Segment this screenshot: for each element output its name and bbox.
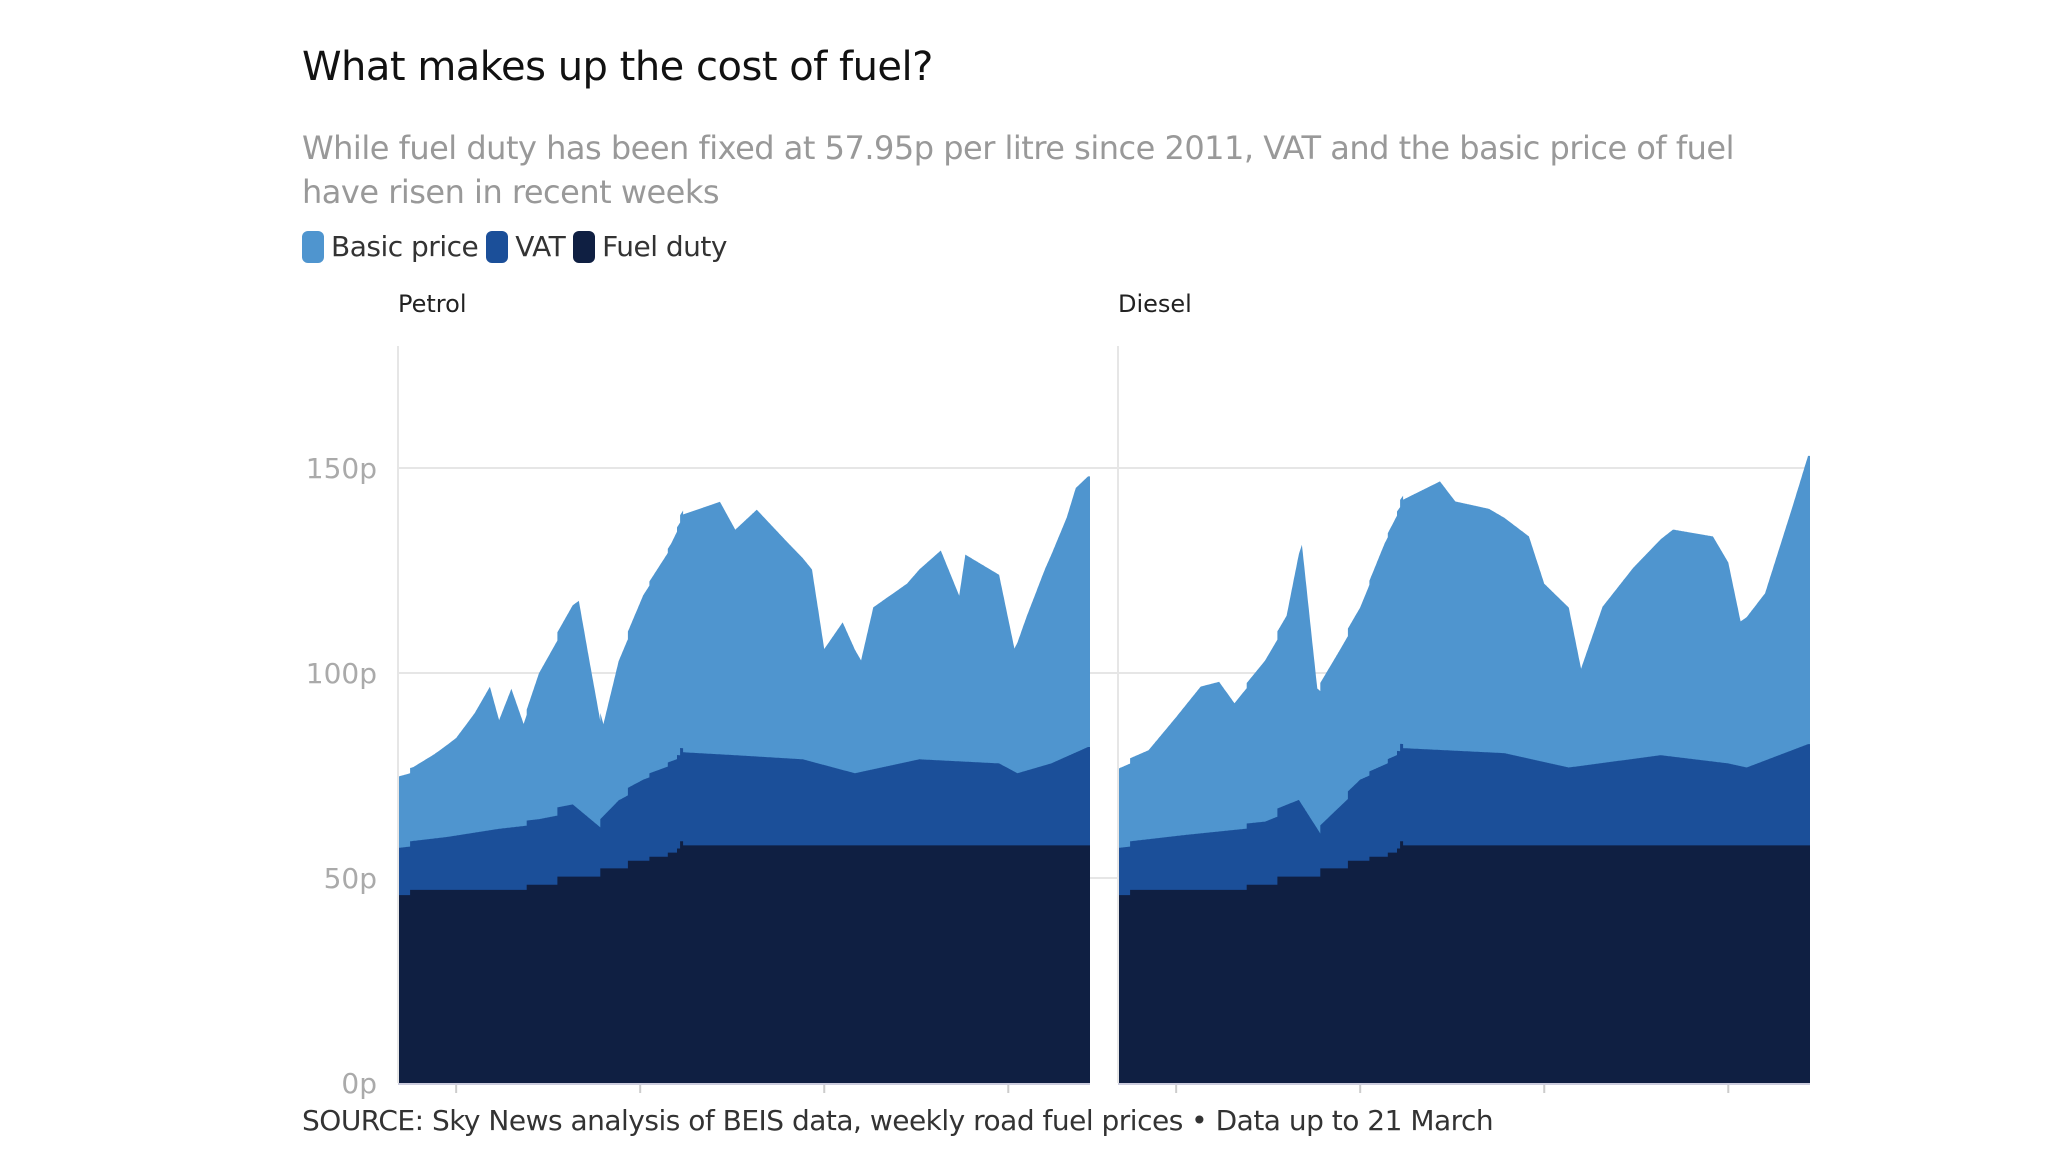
area-fuel-duty-petrol (398, 841, 1090, 1083)
area-fuel-duty-diesel (1118, 841, 1810, 1083)
panel-title-diesel: Diesel (1118, 290, 1192, 318)
panel-title-petrol: Petrol (398, 290, 467, 318)
y-tick-label: 150p (306, 452, 377, 485)
legend-swatch-basic-price (302, 230, 324, 263)
legend-label: VAT (515, 230, 566, 263)
legend-item-fuel-duty: Fuel duty (573, 230, 727, 263)
legend-swatch-fuel-duty (573, 230, 596, 263)
chart-subtitle: While fuel duty has been fixed at 57.95p… (302, 129, 1734, 211)
legend-label: Basic price (331, 230, 479, 263)
legend-item-basic-price: Basic price (302, 230, 479, 263)
chart-title: What makes up the cost of fuel? (302, 44, 933, 90)
legend-item-vat: VAT (486, 230, 566, 263)
legend-swatch-vat (486, 230, 509, 263)
legend: Basic price VAT Fuel duty (302, 230, 735, 263)
y-tick-label: 100p (306, 657, 377, 690)
y-tick-label: 0p (341, 1067, 377, 1100)
y-tick-label: 50p (324, 862, 377, 895)
source-note: SOURCE: Sky News analysis of BEIS data, … (302, 1104, 1494, 1137)
legend-label: Fuel duty (602, 230, 727, 263)
